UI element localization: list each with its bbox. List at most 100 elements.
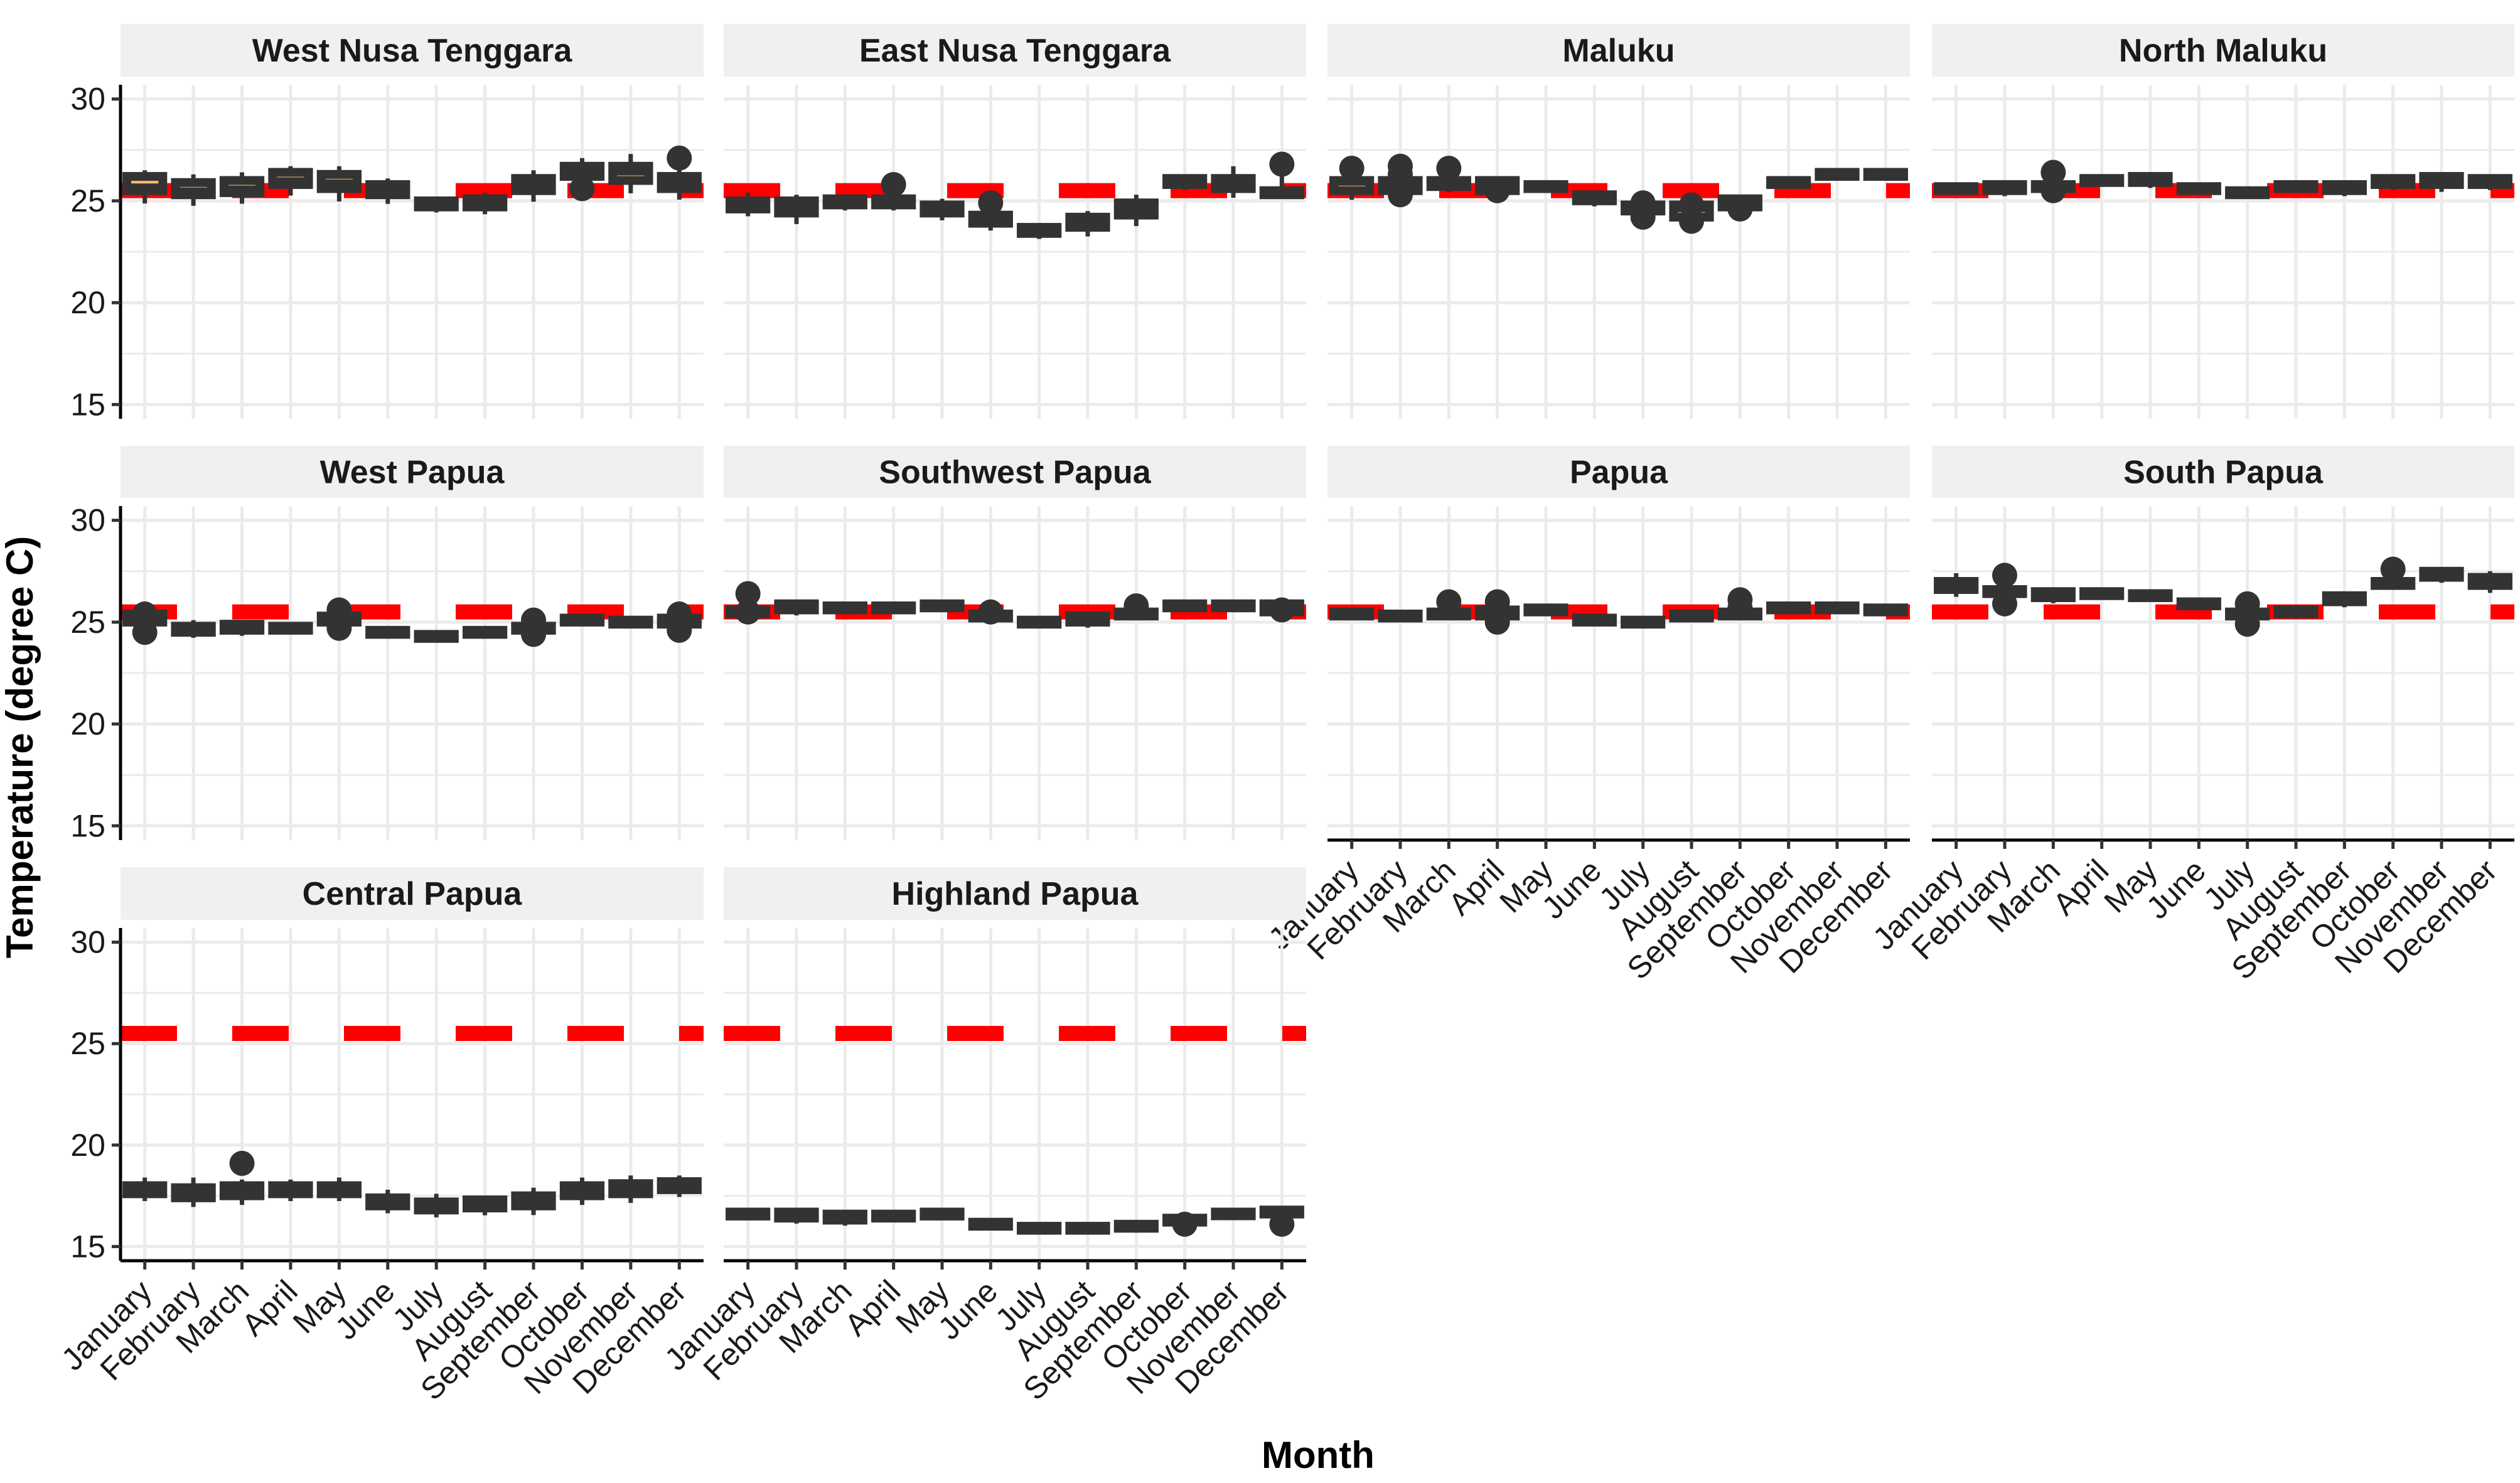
- box-may: [316, 1177, 362, 1201]
- outlier-point: [1484, 178, 1510, 203]
- box-july: [414, 630, 459, 643]
- panel: West Nusa Tenggara 15 20 25 30: [70, 24, 704, 422]
- outlier-point: [1727, 196, 1753, 222]
- box-november: [1211, 1207, 1256, 1221]
- box-january: [122, 1177, 168, 1201]
- box-november: [608, 1175, 653, 1203]
- strip-background: [724, 24, 1306, 77]
- outlier-point: [1388, 182, 1413, 208]
- y-tick-label: 20: [70, 1128, 105, 1163]
- panel-title: North Maluku: [2119, 33, 2327, 69]
- box-december: [2467, 174, 2512, 190]
- box-may: [920, 1207, 965, 1221]
- panel-title: Southwest Papua: [879, 455, 1151, 491]
- box-october: [2371, 174, 2416, 190]
- panel-title: West Nusa Tenggara: [252, 33, 573, 69]
- box-august: [1065, 1222, 1110, 1235]
- panels-layer: West Nusa Tenggara 15 20 25 30 East Nusa Teng…: [55, 24, 2514, 1407]
- box-april: [268, 1179, 313, 1201]
- box-july: [1017, 1222, 1062, 1235]
- box-february: [1982, 180, 2027, 197]
- panel: Highland PapuaJanuaryFebruaryMarchAprilM…: [658, 867, 1306, 1407]
- box-november: [608, 154, 653, 193]
- outlier-point: [1679, 208, 1704, 234]
- outlier-point: [667, 617, 692, 643]
- strip-background: [724, 446, 1306, 498]
- box-december: [657, 1175, 702, 1197]
- y-axis-title: Temperature (degree C): [0, 536, 41, 958]
- box-february: [171, 174, 216, 206]
- panel-title: Papua: [1570, 455, 1668, 491]
- box-june: [2176, 597, 2221, 610]
- box-september: [2322, 180, 2367, 197]
- box-march: [219, 1179, 265, 1205]
- strip-background: [1932, 446, 2514, 498]
- panel-title: Maluku: [1562, 33, 1675, 69]
- outlier-point: [1484, 589, 1510, 615]
- box-december: [1863, 603, 1908, 617]
- strip-background: [121, 24, 704, 77]
- box-february: [1378, 609, 1423, 623]
- box-july: [1621, 615, 1666, 629]
- panel: PapuaJanuaryFebruaryMarchAprilMayJuneJul…: [1262, 446, 1910, 986]
- box-january: [726, 1207, 771, 1221]
- outlier-point: [1436, 156, 1462, 181]
- panel-title: Central Papua: [303, 876, 523, 912]
- box-april: [2079, 587, 2125, 600]
- box-july: [1017, 615, 1062, 629]
- box-february: [171, 1177, 216, 1207]
- box-april: [871, 601, 916, 615]
- box-july: [414, 1194, 459, 1217]
- box-december: [657, 168, 702, 200]
- box-november: [1211, 599, 1256, 613]
- box-april: [871, 1209, 916, 1223]
- outlier-point: [1388, 161, 1413, 187]
- box-august: [2273, 605, 2319, 618]
- strip-background: [724, 867, 1306, 920]
- panel: Central Papua15202530JanuaryFebruaryMarc…: [55, 867, 704, 1407]
- outlier-point: [326, 615, 352, 641]
- panel: North Maluku: [1932, 24, 2514, 419]
- box-january: [726, 192, 771, 217]
- outlier-point: [881, 171, 906, 197]
- box-may: [1523, 603, 1568, 617]
- box-october: [1766, 176, 1811, 189]
- box-july: [1017, 223, 1062, 239]
- outlier-point: [1727, 595, 1753, 621]
- box-march: [822, 1209, 867, 1226]
- x-axis-title: Month: [1262, 1434, 1375, 1476]
- box-may: [1523, 180, 1568, 193]
- box-october: [559, 613, 605, 627]
- outlier-point: [1269, 1211, 1295, 1237]
- box-december: [2467, 571, 2512, 593]
- strip-background: [121, 867, 704, 920]
- outlier-point: [1436, 589, 1462, 615]
- y-tick-label: 25: [70, 605, 105, 640]
- box-september: [1113, 195, 1159, 227]
- strip-background: [121, 446, 704, 498]
- outlier-point: [1339, 156, 1365, 181]
- box-january: [1934, 182, 1979, 195]
- y-tick-label: 20: [70, 285, 105, 320]
- box-june: [365, 625, 410, 639]
- panel: West Papua 15 20 25 30: [70, 446, 704, 843]
- box-october: [1162, 174, 1208, 190]
- box-february: [774, 1207, 819, 1224]
- outlier-point: [521, 622, 547, 647]
- y-tick-label: 30: [70, 82, 105, 117]
- box-august: [462, 192, 508, 215]
- box-august: [1065, 612, 1110, 628]
- box-august: [1669, 609, 1714, 623]
- strip-background: [1327, 446, 1910, 498]
- box-may: [920, 198, 965, 221]
- box-november: [1815, 601, 1860, 615]
- outlier-point: [735, 581, 761, 607]
- y-tick-label: 30: [70, 925, 105, 960]
- panel: Maluku: [1327, 24, 1910, 419]
- box-august: [462, 1195, 508, 1216]
- outlier-point: [2040, 159, 2066, 185]
- y-tick-label: 15: [70, 1229, 105, 1264]
- box-april: [268, 622, 313, 635]
- box-march: [2030, 587, 2076, 603]
- outlier-point: [2234, 612, 2260, 637]
